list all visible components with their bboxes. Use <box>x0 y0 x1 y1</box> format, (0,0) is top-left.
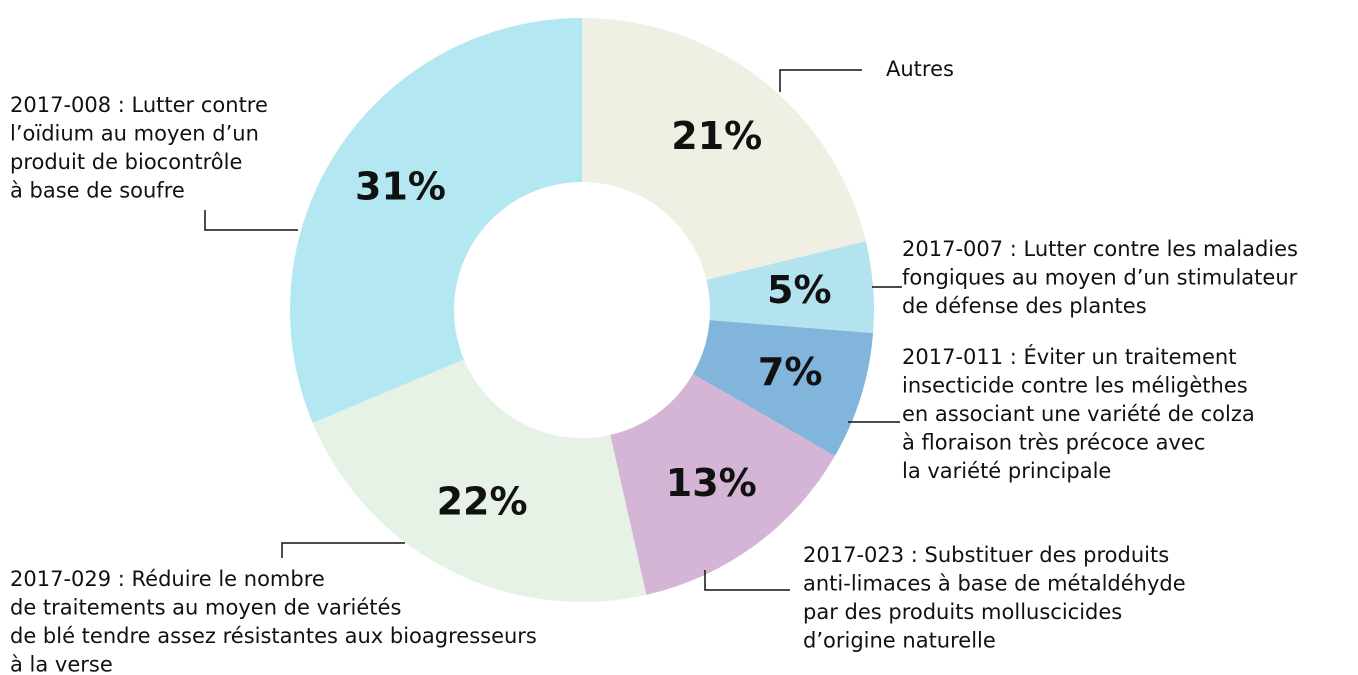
slice-label: produit de biocontrôle <box>10 150 242 174</box>
slice-label: 2017-011 : Éviter un traitement <box>902 344 1236 369</box>
slice-label: par des produits molluscicides <box>803 600 1122 624</box>
slice-label: à la verse <box>10 653 113 675</box>
slice <box>692 320 874 456</box>
slice-label: à floraison très précoce avec <box>902 431 1205 455</box>
value-label: 22% <box>437 479 528 523</box>
value-label: 5% <box>767 268 832 312</box>
value-label: 13% <box>666 461 757 505</box>
value-label: 7% <box>758 350 823 394</box>
leader-line <box>704 570 790 591</box>
slice-label: fongiques au moyen d’un stimulateur <box>902 266 1298 290</box>
slice-label: 2017-029 : Réduire le nombre <box>10 567 325 591</box>
slice-label: insecticide contre les méligèthes <box>902 374 1248 398</box>
slice-label: 2017-008 : Lutter contre <box>10 93 268 117</box>
leader-line <box>779 69 862 92</box>
slice-label: en associant une variété de colza <box>902 402 1255 426</box>
slice <box>706 241 874 334</box>
slice-label: à base de soufre <box>10 179 185 203</box>
slice-label: 2017-007 : Lutter contre les maladies <box>902 237 1298 261</box>
leader-line <box>204 210 298 231</box>
slice <box>582 18 866 280</box>
slice <box>610 374 835 595</box>
slice-label: la variété principale <box>902 459 1111 483</box>
value-label: 21% <box>671 114 762 158</box>
value-label: 31% <box>355 165 446 209</box>
slice-label: Autres <box>886 57 954 81</box>
leader-line <box>281 542 405 558</box>
slice-label: anti-limaces à base de métaldéhyde <box>803 572 1186 596</box>
slice-label: l’oïdium au moyen d’un <box>10 122 259 146</box>
slice <box>312 359 647 603</box>
slice <box>290 18 582 423</box>
slice-label: 2017-023 : Substituer des produits <box>803 543 1169 567</box>
slice-label: de traitements au moyen de variétés <box>10 596 401 620</box>
slice-label: de blé tendre assez résistantes aux bioa… <box>10 624 537 648</box>
slice-label: d’origine naturelle <box>803 629 996 653</box>
slice-label: de défense des plantes <box>902 294 1147 318</box>
